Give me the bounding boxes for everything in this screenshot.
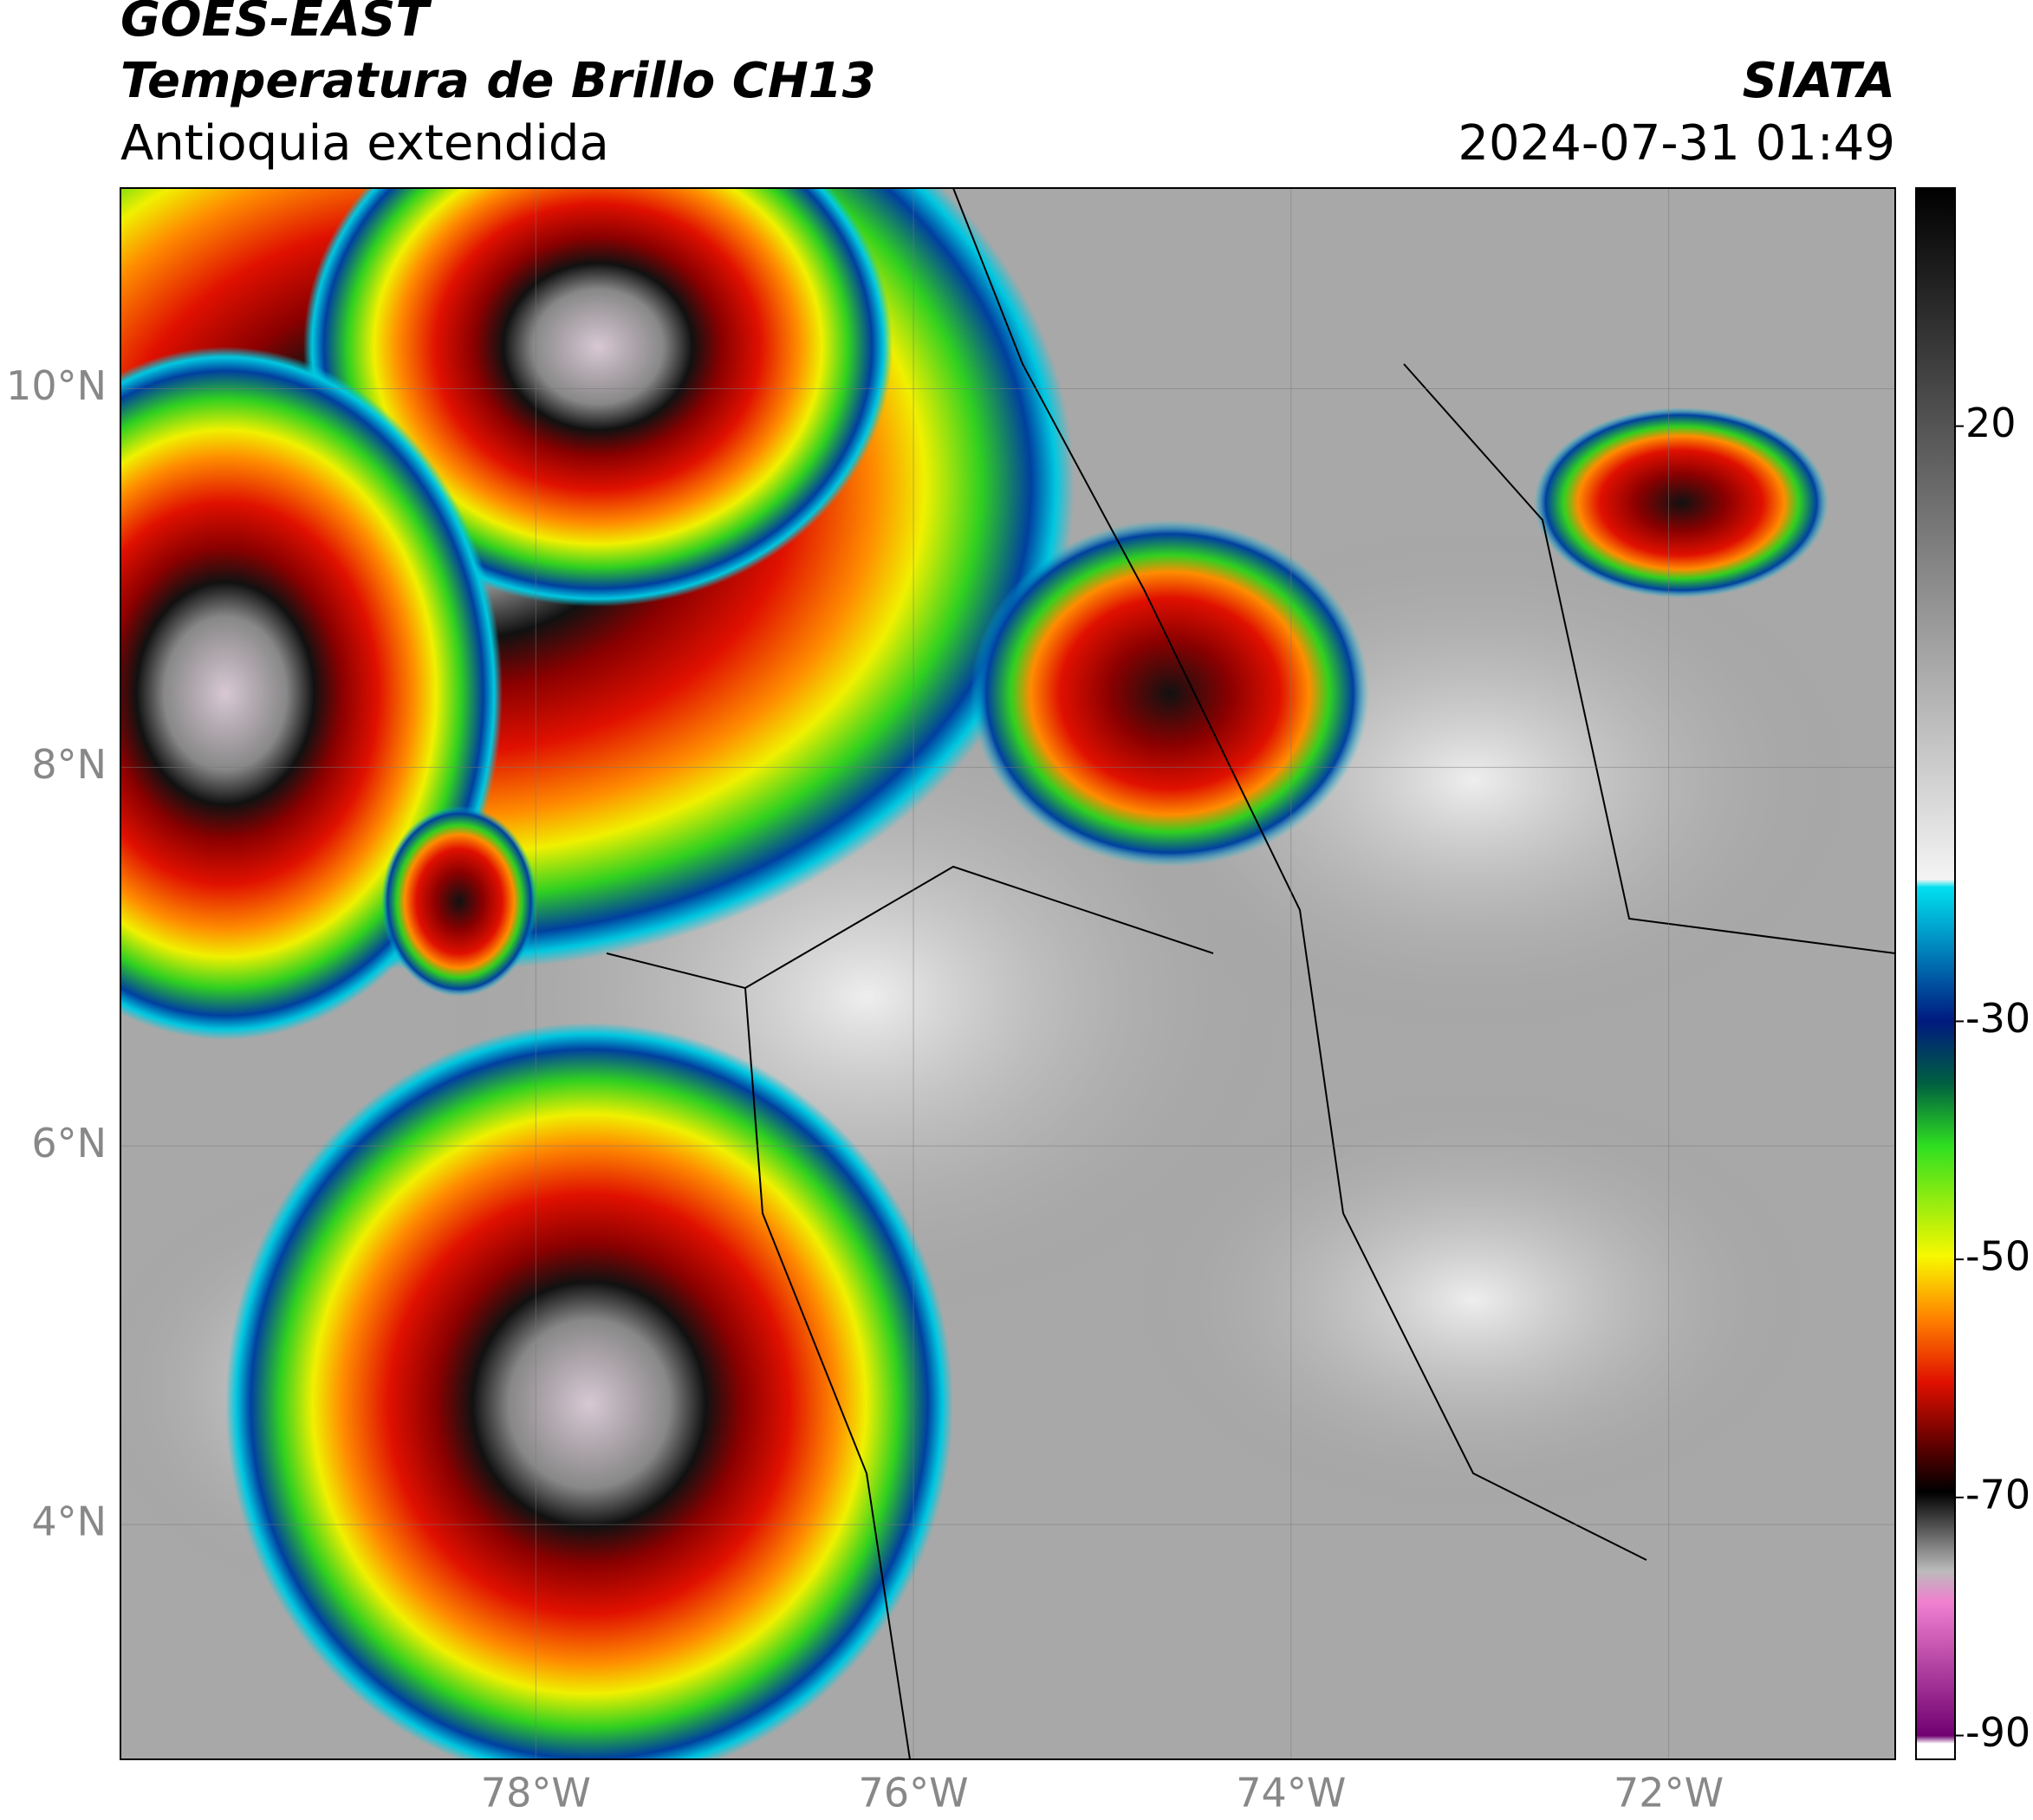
- colorbar-label: 20: [1965, 400, 2017, 446]
- y-tick-label: 6°N: [31, 1120, 107, 1167]
- colorbar-label: -30: [1965, 995, 2030, 1042]
- x-tick-label: 74°W: [1236, 1770, 1346, 1817]
- region: Antioquia extendida: [120, 115, 609, 172]
- satellite-image: [120, 188, 1895, 1759]
- title: GOES-EAST: [120, 0, 432, 48]
- graticule: [120, 188, 1895, 1759]
- colorbar-label: -70: [1965, 1471, 2030, 1518]
- colorbar-label: -50: [1965, 1233, 2030, 1280]
- x-tick-label: 78°W: [481, 1770, 591, 1817]
- y-tick-label: 10°N: [6, 362, 107, 409]
- colorbar: [1915, 187, 1956, 1760]
- datetime: 2024-07-31 01:49: [1458, 115, 1895, 172]
- y-tick-label: 4°N: [31, 1498, 107, 1545]
- x-tick-label: 72°W: [1614, 1770, 1724, 1817]
- y-tick-label: 8°N: [31, 741, 107, 788]
- colorbar-label: -90: [1965, 1709, 2030, 1756]
- map-frame: [120, 187, 1896, 1760]
- x-tick-label: 76°W: [859, 1770, 969, 1817]
- source: SIATA: [1743, 53, 1895, 109]
- subtitle: Temperatura de Brillo CH13: [120, 53, 876, 109]
